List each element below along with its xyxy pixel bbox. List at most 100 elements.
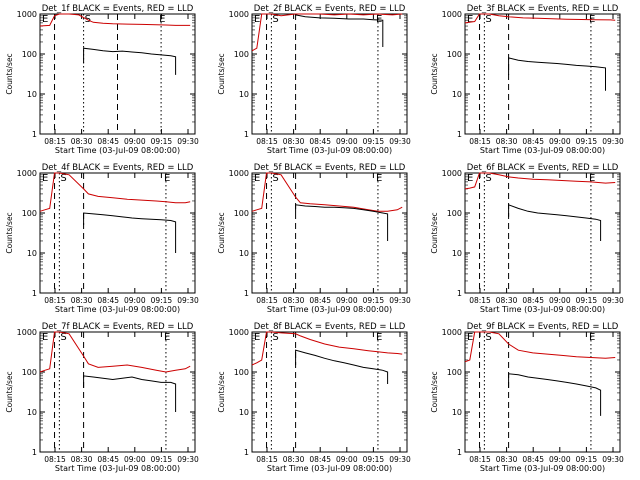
x-tick-label: 09:15 <box>151 455 173 464</box>
x-tick-label: 09:15 <box>151 137 173 146</box>
marker-s: S <box>272 14 278 25</box>
series-lld-line <box>464 331 616 363</box>
marker-e-left: E <box>42 173 48 184</box>
plot-frame <box>39 331 196 453</box>
marker-e-left: E <box>42 332 48 343</box>
series-events-line <box>83 47 177 75</box>
marker-s: S <box>485 14 491 25</box>
y-tick-label: 1000 <box>229 328 249 337</box>
chart-title: Det_4f BLACK = Events, RED = LLD <box>42 163 194 173</box>
y-tick-label: 100 <box>447 50 462 59</box>
marker-e-left: E <box>467 173 473 184</box>
x-axis-label: Start Time (03-Jul-09 08:00:00) <box>55 305 180 314</box>
chart-title: Det_6f BLACK = Events, RED = LLD <box>467 163 619 173</box>
y-tick-label: 1 <box>32 448 37 457</box>
y-tick-label: 10 <box>452 90 462 99</box>
y-tick-label: 1000 <box>229 10 249 19</box>
y-tick-label: 10 <box>27 249 37 258</box>
chart-panel-3: Det_3f BLACK = Events, RED = LLD 1 10 100 10… <box>430 4 624 155</box>
y-tick-label: 1 <box>457 448 462 457</box>
x-tick-label: 08:45 <box>97 137 119 146</box>
x-tick-label: 09:00 <box>124 137 146 146</box>
x-tick-label: 09:30 <box>602 296 624 305</box>
series-events-line <box>83 375 177 412</box>
marker-e-right: E <box>589 173 595 184</box>
x-tick-label: 08:15 <box>44 137 66 146</box>
x-tick-label: 08:15 <box>469 296 491 305</box>
x-tick-label: 08:15 <box>256 455 278 464</box>
x-tick-label: 08:30 <box>71 137 93 146</box>
series-lld-line <box>464 172 616 190</box>
x-tick-label: 09:30 <box>389 296 411 305</box>
x-tick-label: 08:45 <box>522 137 544 146</box>
x-tick-label: 08:30 <box>283 455 305 464</box>
x-axis-label: Start Time (03-Jul-09 08:00:00) <box>480 146 605 155</box>
x-tick-label: 09:30 <box>177 296 199 305</box>
plot-frame <box>39 172 196 294</box>
x-tick-label: 09:00 <box>336 137 358 146</box>
marker-e-left: E <box>254 332 260 343</box>
series-lld-line <box>39 172 191 212</box>
chart-title: Det_9f BLACK = Events, RED = LLD <box>467 322 619 332</box>
x-tick-label: 08:30 <box>496 296 518 305</box>
x-axis-label: Start Time (03-Jul-09 08:00:00) <box>55 146 180 155</box>
marker-s: S <box>60 173 66 184</box>
x-tick-label: 09:15 <box>576 296 598 305</box>
series-lld-line <box>251 13 403 52</box>
x-tick-label: 08:45 <box>309 137 331 146</box>
marker-s: S <box>272 332 278 343</box>
x-tick-label: 08:15 <box>44 296 66 305</box>
x-tick-label: 09:00 <box>124 296 146 305</box>
chart-title: Det_8f BLACK = Events, RED = LLD <box>254 322 406 332</box>
y-tick-label: 10 <box>239 90 249 99</box>
series-lld-line <box>39 13 191 27</box>
y-tick-label: 10 <box>239 408 249 417</box>
x-tick-label: 08:45 <box>309 455 331 464</box>
x-tick-label: 09:15 <box>151 296 173 305</box>
y-tick-label: 1000 <box>442 10 462 19</box>
chart-panel-4: Det_4f BLACK = Events, RED = LLD 1 10 100 10… <box>5 163 199 314</box>
x-tick-label: 09:15 <box>363 455 385 464</box>
y-tick-label: 1 <box>244 130 249 139</box>
marker-e-right: E <box>376 173 382 184</box>
marker-e-right: E <box>589 332 595 343</box>
y-tick-label: 100 <box>22 209 37 218</box>
y-tick-label: 10 <box>27 408 37 417</box>
x-tick-label: 08:15 <box>469 137 491 146</box>
chart-panel-9: Det_9f BLACK = Events, RED = LLD 1 10 100 10… <box>430 322 624 473</box>
y-tick-label: 1 <box>244 448 249 457</box>
x-tick-label: 08:45 <box>97 455 119 464</box>
x-tick-label: 09:00 <box>549 137 571 146</box>
x-tick-label: 09:30 <box>389 455 411 464</box>
x-tick-label: 09:30 <box>177 137 199 146</box>
x-axis-label: Start Time (03-Jul-09 08:00:00) <box>480 305 605 314</box>
y-axis-label: Counts/sec <box>430 53 439 94</box>
series-events-line <box>508 57 606 91</box>
series-events-line <box>295 204 389 241</box>
plot-frame <box>464 172 621 294</box>
series-events-line <box>295 349 389 384</box>
x-axis-label: Start Time (03-Jul-09 08:00:00) <box>267 464 392 473</box>
x-tick-label: 09:00 <box>336 296 358 305</box>
plot-frame <box>251 331 408 453</box>
marker-e-right: E <box>376 332 382 343</box>
y-axis-label: Counts/sec <box>5 53 14 94</box>
x-tick-label: 08:15 <box>44 455 66 464</box>
y-tick-label: 100 <box>22 368 37 377</box>
series-lld-line <box>39 331 191 373</box>
chart-panel-7: Det_7f BLACK = Events, RED = LLD 1 10 100 10… <box>5 322 199 473</box>
y-tick-label: 100 <box>447 368 462 377</box>
marker-e-right: E <box>159 14 165 25</box>
plot-frame <box>464 13 621 135</box>
marker-e-left: E <box>42 14 48 25</box>
marker-s: S <box>272 173 278 184</box>
series-events-line <box>83 212 177 253</box>
y-tick-label: 1000 <box>17 328 37 337</box>
x-axis-label: Start Time (03-Jul-09 08:00:00) <box>480 464 605 473</box>
marker-e-right: E <box>164 332 170 343</box>
chart-title: Det_3f BLACK = Events, RED = LLD <box>467 4 619 14</box>
x-axis-label: Start Time (03-Jul-09 08:00:00) <box>267 305 392 314</box>
y-tick-label: 10 <box>239 249 249 258</box>
x-axis-label: Start Time (03-Jul-09 08:00:00) <box>55 464 180 473</box>
